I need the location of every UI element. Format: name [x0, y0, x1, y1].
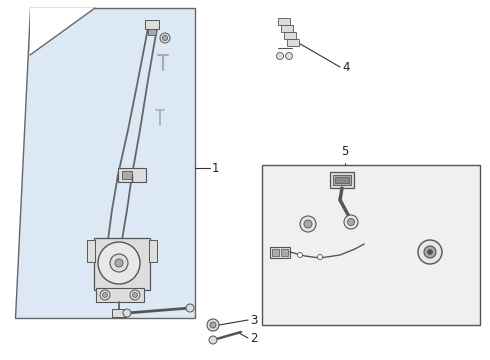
- Circle shape: [424, 246, 436, 258]
- Circle shape: [347, 219, 354, 225]
- Bar: [112, 309, 126, 317]
- Circle shape: [427, 249, 433, 255]
- Bar: [118, 168, 146, 182]
- Bar: [87, 240, 95, 262]
- Circle shape: [163, 36, 168, 41]
- Text: 3: 3: [250, 314, 257, 327]
- Polygon shape: [15, 8, 195, 318]
- Circle shape: [210, 322, 216, 328]
- Bar: [149, 240, 157, 262]
- Bar: [96, 288, 144, 302]
- Circle shape: [130, 290, 140, 300]
- Bar: [262, 165, 480, 325]
- Circle shape: [160, 33, 170, 43]
- Bar: [335, 177, 349, 183]
- Circle shape: [102, 292, 107, 297]
- Circle shape: [123, 309, 131, 317]
- Circle shape: [300, 216, 316, 232]
- Circle shape: [132, 292, 138, 297]
- Circle shape: [209, 336, 217, 344]
- Text: 5: 5: [341, 145, 348, 158]
- Circle shape: [344, 215, 358, 229]
- Bar: [333, 175, 351, 185]
- Circle shape: [318, 255, 322, 260]
- Circle shape: [418, 240, 442, 264]
- Circle shape: [207, 319, 219, 331]
- Bar: [278, 18, 290, 25]
- Bar: [148, 29, 156, 35]
- Polygon shape: [30, 8, 95, 55]
- Bar: [284, 32, 296, 39]
- Bar: [281, 25, 293, 32]
- Text: 2: 2: [250, 332, 258, 345]
- Circle shape: [297, 252, 302, 257]
- Bar: [287, 39, 299, 46]
- Circle shape: [286, 53, 293, 59]
- Circle shape: [304, 220, 312, 228]
- Circle shape: [276, 53, 284, 59]
- Bar: [330, 172, 354, 188]
- Circle shape: [115, 259, 123, 267]
- Circle shape: [100, 290, 110, 300]
- Bar: [281, 249, 288, 256]
- Bar: [122, 171, 132, 179]
- Text: 1: 1: [212, 162, 220, 175]
- Bar: [145, 20, 159, 29]
- Circle shape: [110, 254, 128, 272]
- Bar: [272, 249, 279, 256]
- Circle shape: [98, 242, 140, 284]
- Text: 4: 4: [342, 60, 349, 73]
- Circle shape: [186, 304, 194, 312]
- Bar: [270, 247, 290, 258]
- Bar: [94, 238, 150, 290]
